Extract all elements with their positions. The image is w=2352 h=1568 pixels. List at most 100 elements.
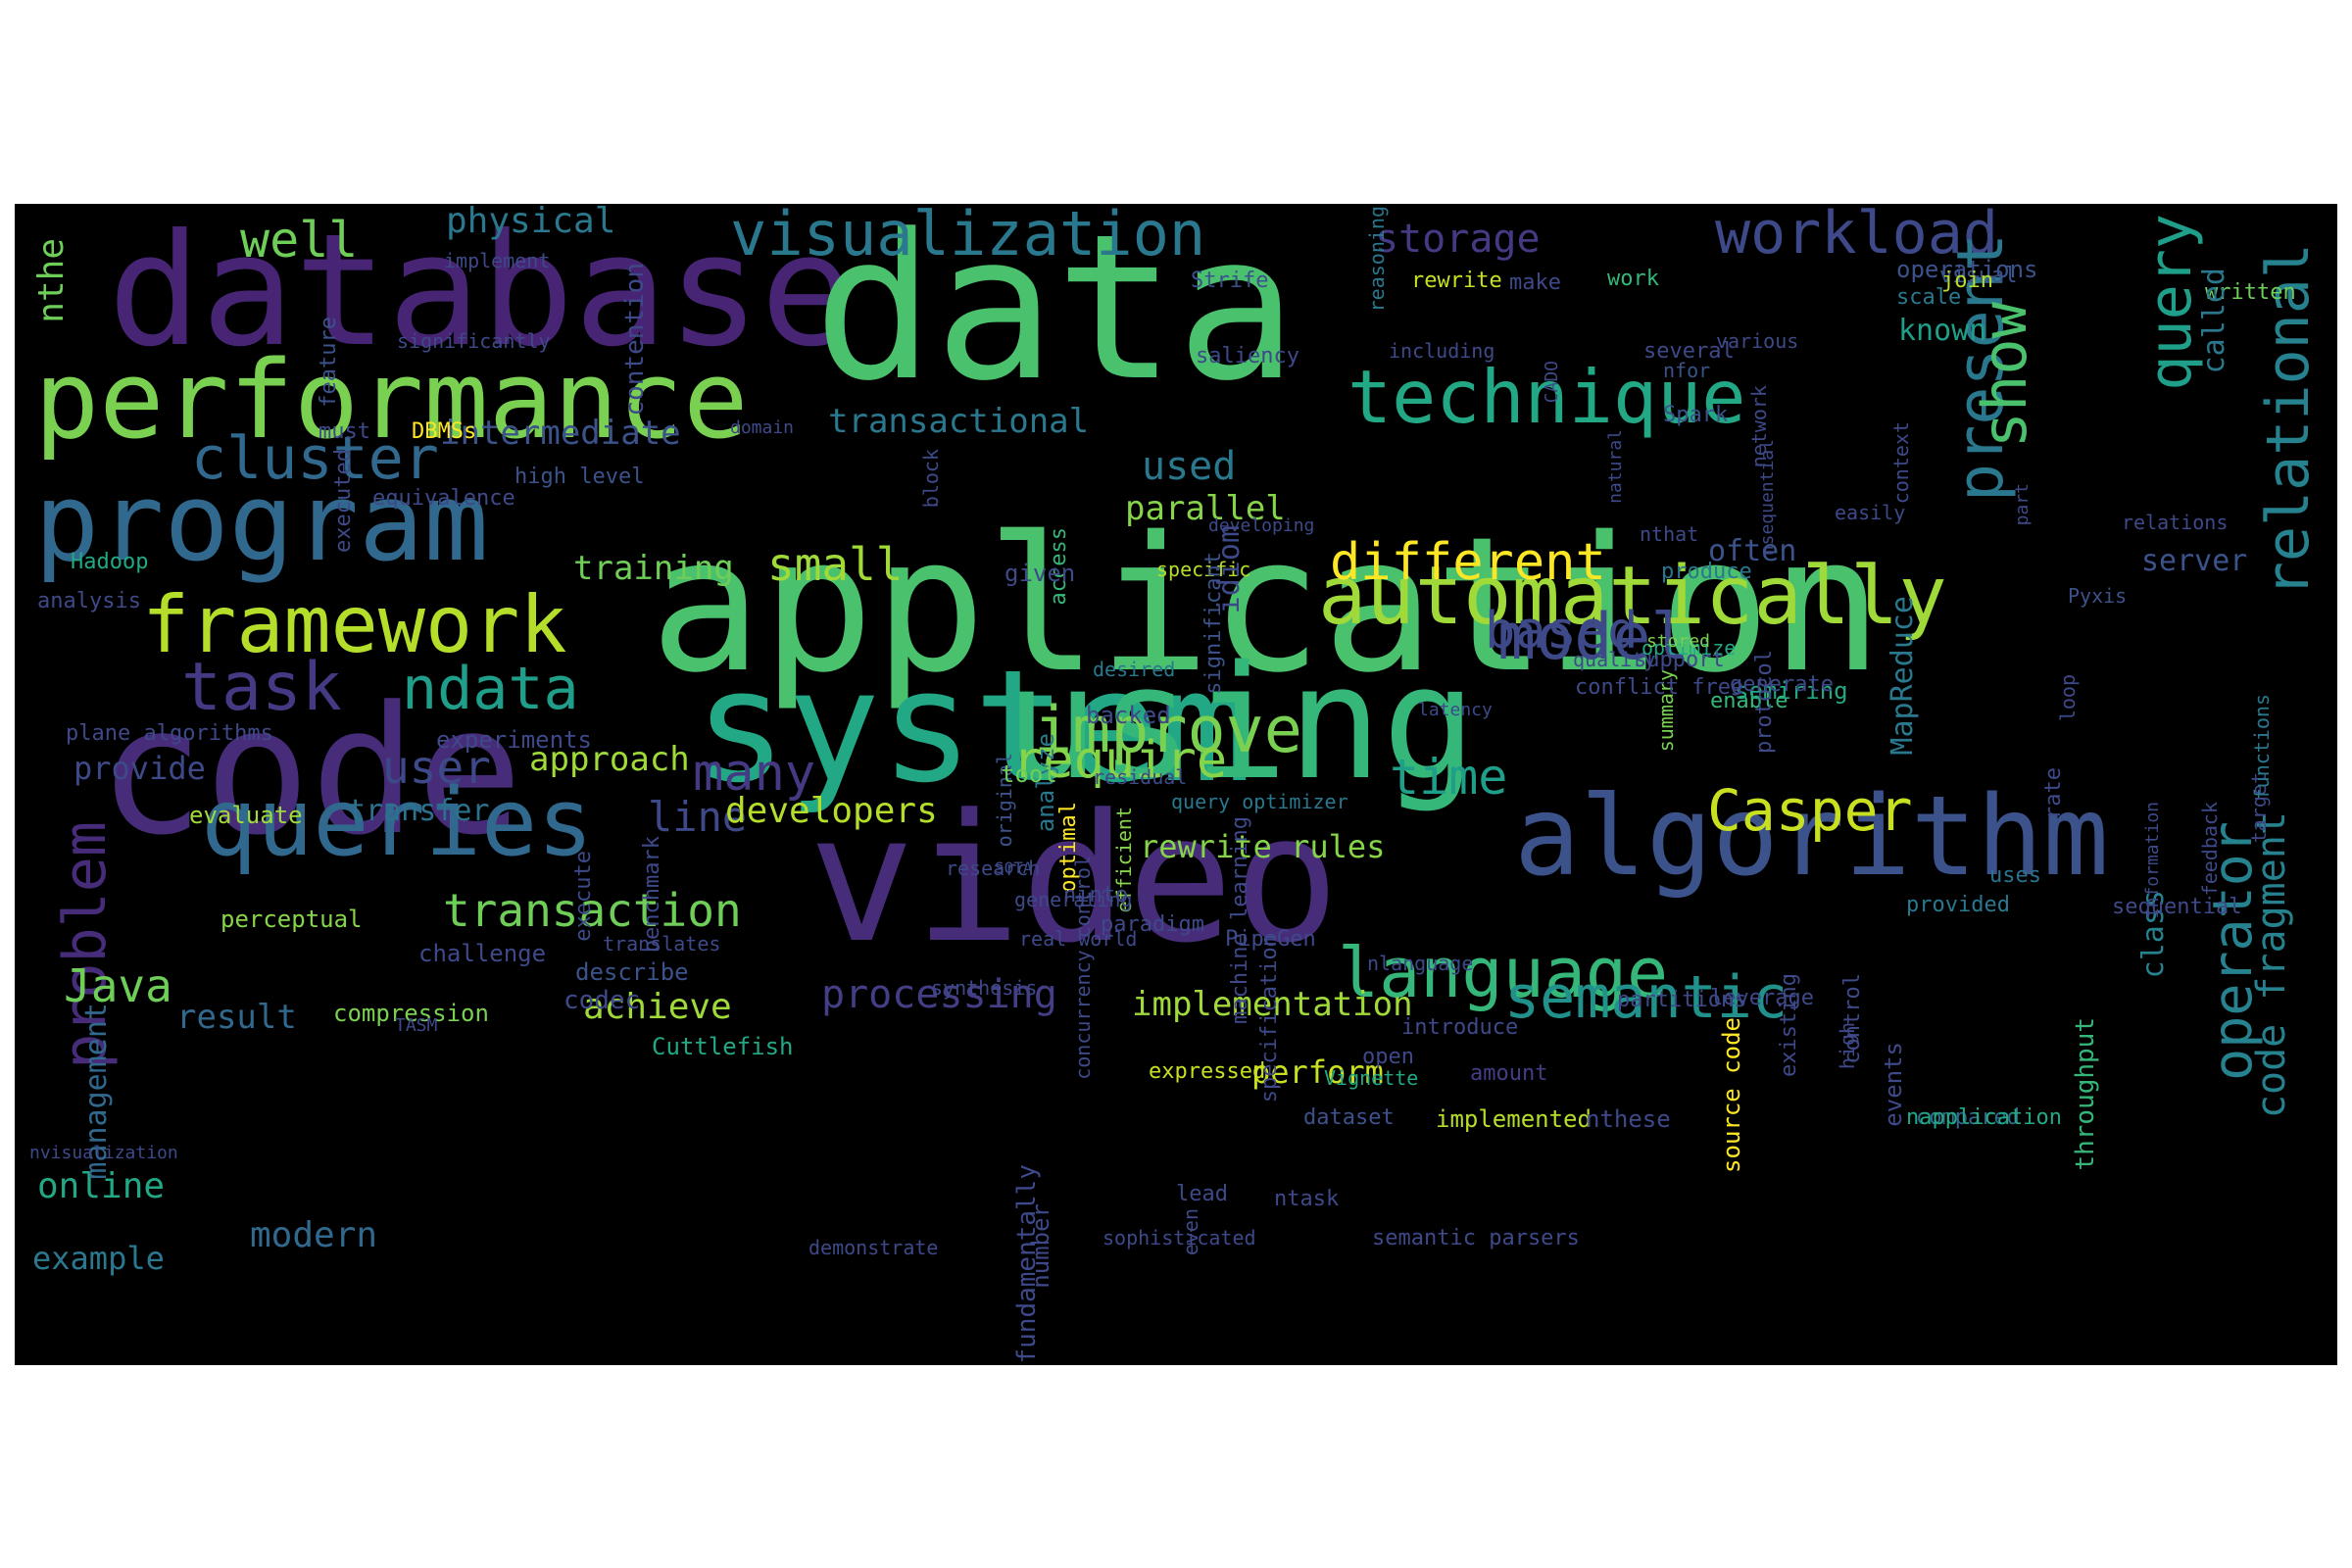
word-leverage: leverage [1710, 986, 1814, 1010]
word-lead: lead [1176, 1182, 1228, 1206]
word-automatically: automatically [1318, 550, 1947, 643]
word-semantic: semantic [1504, 963, 1788, 1032]
word-loop: loop [2056, 674, 2080, 722]
word-codec: codec [564, 986, 641, 1015]
word-called: called [2197, 268, 2231, 374]
word-language: language [1338, 933, 1669, 1013]
word-pipegen: PipeGen [1225, 927, 1316, 952]
word-ndata: ndata [402, 655, 579, 723]
word-including: including [1389, 339, 1495, 363]
word-natural: natural [1605, 429, 1626, 504]
word-join: join [1941, 269, 1993, 293]
word-idiom: idiom [1212, 525, 1247, 614]
word-nsequential: nsequential [1757, 439, 1778, 557]
word-mapreduce: MapReduce [1886, 596, 1920, 756]
word-latency: latency [1418, 700, 1493, 720]
word-equivalence: equivalence [372, 486, 515, 511]
word-benchmark: benchmark [640, 836, 664, 954]
word-make: make [1509, 270, 1561, 295]
word-achieve: achieve [583, 987, 732, 1027]
word-visualization: visualization [730, 204, 1206, 270]
word-task: task [181, 649, 342, 726]
word-training: training [573, 549, 734, 588]
word-nlanguage: nlanguage [1367, 952, 1474, 975]
word-semiring: semiring [1735, 677, 1848, 705]
word-known: known [1898, 314, 1987, 348]
word-nthat: nthat [1640, 522, 1699, 546]
word-line: line [648, 793, 748, 841]
word-spark: Spark [1663, 403, 1729, 427]
word-translates: translates [603, 932, 721, 956]
word-example: example [32, 1240, 165, 1277]
word-developers: developers [725, 791, 938, 831]
word-tasm: TASM [395, 1015, 438, 1036]
word-based: based [1485, 602, 1639, 661]
word-fundamentally: fundamentally [1012, 1163, 1042, 1364]
word-nthe: nthe [31, 238, 72, 323]
word-vignette: Vignette [1324, 1066, 1419, 1090]
word-describe: describe [575, 958, 689, 986]
word-using: using [1004, 631, 1477, 814]
word-paradigm: paradigm [1101, 912, 1204, 937]
word-intermediate: intermediate [440, 414, 681, 453]
word-different: different [1330, 533, 1606, 592]
word-strife: Strife [1191, 269, 1269, 293]
word-stored: stored [1646, 631, 1711, 652]
word-java: Java [64, 959, 172, 1012]
word-application: application [650, 497, 1884, 713]
word-protocol: protocol [1752, 650, 1777, 754]
word-require: require [1012, 731, 1228, 790]
word-feature: feature [317, 317, 341, 408]
word-provide: provide [74, 750, 206, 787]
word-work: work [1607, 267, 1659, 291]
word-nthese: nthese [1586, 1105, 1671, 1133]
word-transfer: transfer [348, 794, 490, 828]
word-provided: provided [1906, 893, 2010, 917]
word-operations: operations [1896, 256, 2038, 283]
word-research: research [946, 857, 1041, 880]
word-existing: existing [1777, 973, 1801, 1077]
word-nfor: nfor [1663, 359, 1711, 382]
word-queries: queries [201, 769, 594, 877]
word-sequential: sequential [2112, 895, 2242, 919]
word-open: open [1362, 1045, 1414, 1069]
word-generate: generate [1730, 672, 1834, 697]
word-parallel: parallel [1125, 489, 1286, 528]
word-desired: desired [1093, 658, 1176, 681]
word-introduce: introduce [1401, 1015, 1519, 1040]
word-semantic-parsers: semantic parsers [1372, 1226, 1580, 1250]
word-challenge: challenge [418, 940, 547, 967]
word-several: several [1643, 339, 1735, 364]
word-uses: uses [1989, 863, 2041, 888]
word-model: model [1497, 601, 1690, 674]
word-demonstrate: demonstrate [808, 1236, 939, 1259]
word-database: database [108, 204, 854, 381]
word-cado: CADO [1542, 361, 1562, 404]
word-enable: enable [1710, 689, 1788, 713]
word-nvisualization: nvisualization [29, 1143, 178, 1163]
word-domain: domain [730, 417, 795, 438]
word-contention: contention [620, 263, 650, 416]
word-various: various [1716, 329, 1799, 353]
word-conflict-free: conflict free [1575, 675, 1744, 700]
word-dataset: dataset [1303, 1105, 1395, 1130]
word-storage: storage [1375, 217, 1541, 262]
word-code-fragment: code fragment [2249, 811, 2294, 1119]
word-data: data [813, 204, 1298, 425]
word-ntask: ntask [1274, 1187, 1340, 1211]
word-technique: technique [1348, 354, 1746, 440]
word-amount: amount [1470, 1061, 1548, 1086]
word-casper: Casper [1707, 777, 1913, 844]
word-napplication: napplication [1906, 1105, 2062, 1130]
word-implementation: implementation [1132, 985, 1413, 1024]
word-cluster: cluster [191, 424, 439, 493]
word-modern: modern [250, 1215, 378, 1255]
word-analysis: analysis [37, 589, 141, 613]
word-experiments: experiments [436, 726, 592, 754]
word-approach: approach [529, 740, 690, 779]
word-sophisticated: sophisticated [1102, 1226, 1256, 1250]
word-hadoop: Hadoop [71, 550, 149, 574]
word-synthesis: synthesis [931, 976, 1038, 1000]
word-feedback: feedback [2198, 802, 2222, 897]
word-processing: processing [821, 972, 1057, 1017]
